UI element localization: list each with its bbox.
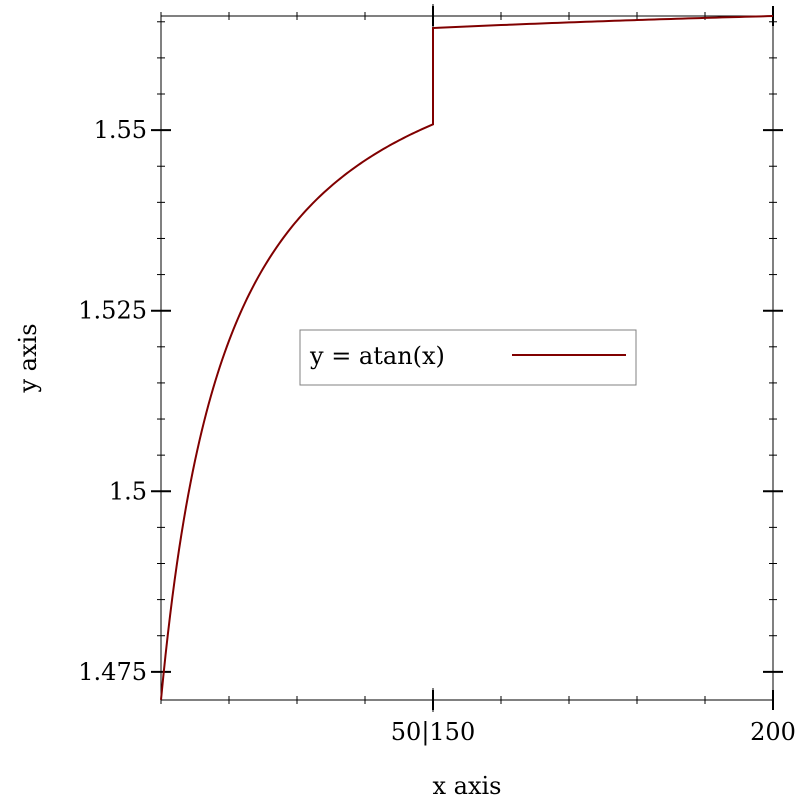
y-tick-label: 1.55 (94, 116, 147, 144)
y-tick-label: 1.475 (78, 658, 147, 686)
series-line-atan (160, 15, 774, 700)
legend-box (299, 329, 637, 386)
plot-area-frame (160, 15, 774, 701)
y-tick-label: 1.5 (109, 477, 147, 505)
x-tick-label: 200 (750, 718, 796, 746)
legend: y = atan(x) (299, 329, 637, 386)
y-tick-label: 1.525 (78, 297, 147, 325)
x-axis-title: x axis (433, 772, 502, 800)
legend-label: y = atan(x) (309, 342, 445, 370)
y-tick-labels: 1.475 1.5 1.525 1.55 (78, 116, 147, 686)
y-axis-title: y axis (14, 323, 42, 393)
x-tick-labels: 50|150 200 (391, 718, 796, 747)
x-tick-label: 50|150 (391, 718, 475, 747)
